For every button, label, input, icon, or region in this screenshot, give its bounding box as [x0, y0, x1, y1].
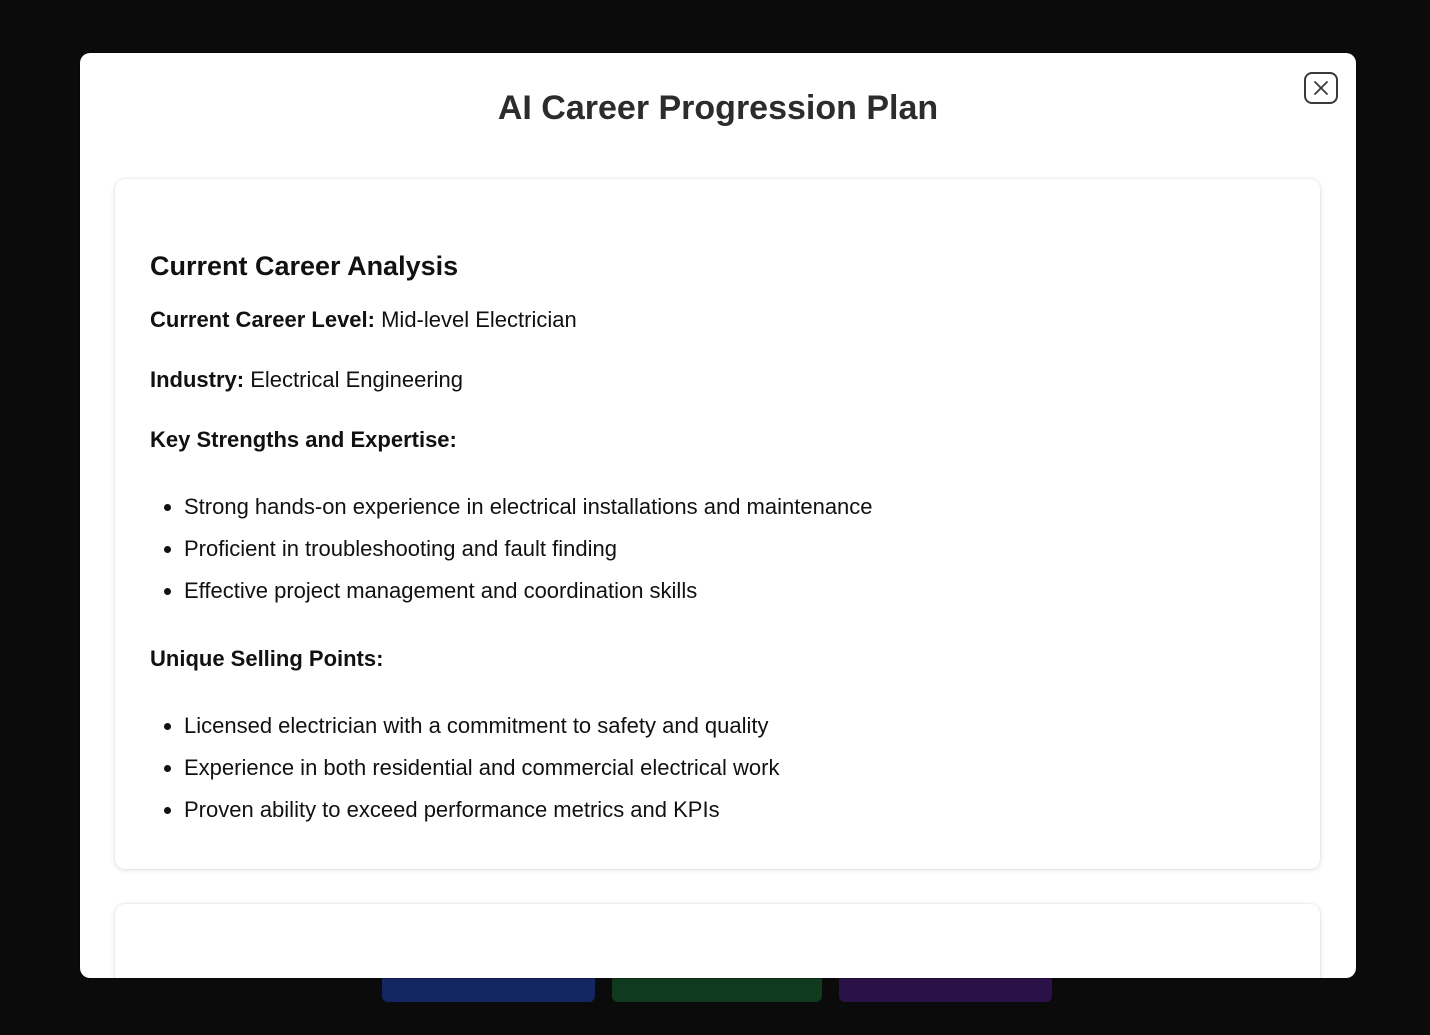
next-section-card [115, 904, 1320, 978]
list-item: Proven ability to exceed performance met… [184, 789, 1285, 831]
strengths-heading: Key Strengths and Expertise: [150, 427, 1285, 453]
career-analysis-content: Current Career Analysis Current Career L… [150, 251, 1285, 865]
usp-heading: Unique Selling Points: [150, 646, 1285, 672]
industry-field: Industry: Electrical Engineering [150, 367, 1285, 393]
list-item: Proficient in troubleshooting and fault … [184, 528, 1285, 570]
list-item: Licensed electrician with a commitment t… [184, 705, 1285, 747]
current-level-field: Current Career Level: Mid-level Electric… [150, 307, 1285, 333]
industry-label: Industry: [150, 367, 244, 392]
close-button[interactable] [1304, 72, 1338, 104]
close-icon [1313, 80, 1329, 96]
current-level-label: Current Career Level: [150, 307, 375, 332]
career-plan-modal: AI Career Progression Plan Current Caree… [80, 53, 1356, 978]
modal-title: AI Career Progression Plan [80, 89, 1356, 128]
current-level-value: Mid-level Electrician [381, 307, 577, 332]
usp-list: Licensed electrician with a commitment t… [150, 705, 1285, 831]
section-heading: Current Career Analysis [150, 251, 1285, 282]
list-item: Experience in both residential and comme… [184, 747, 1285, 789]
list-item: Effective project management and coordin… [184, 570, 1285, 612]
career-analysis-card: Current Career Analysis Current Career L… [115, 179, 1320, 869]
strengths-list: Strong hands-on experience in electrical… [150, 486, 1285, 612]
industry-value: Electrical Engineering [250, 367, 463, 392]
list-item: Strong hands-on experience in electrical… [184, 486, 1285, 528]
